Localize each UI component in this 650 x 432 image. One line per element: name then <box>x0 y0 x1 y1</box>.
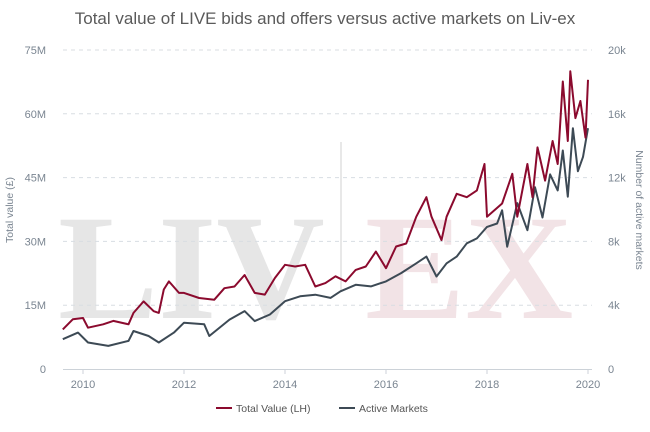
x-axis-ticks: 2010 2012 2014 2016 2018 2020 <box>71 369 600 391</box>
y-right-tick-label: 12k <box>608 173 626 185</box>
right-axis-ticks: 0 4k 8k 12k 16k 20k <box>608 45 626 376</box>
watermark-ex: EX <box>365 185 573 351</box>
series-line-active-markets <box>62 127 589 347</box>
left-axis-ticks: 0 15M 30M 45M 60M 75M <box>25 45 46 376</box>
y-left-tick-label: 75M <box>25 45 46 57</box>
y-right-tick-label: 16k <box>608 109 626 121</box>
y-right-tick-label: 4k <box>608 300 620 312</box>
y-left-tick-label: 60M <box>25 109 46 121</box>
legend: Total Value (LH) Active Markets <box>216 403 428 415</box>
legend-item-active-markets[interactable]: Active Markets <box>339 403 428 415</box>
series-lines <box>62 70 589 347</box>
y-right-tick-label: 8k <box>608 236 620 248</box>
legend-label-active-markets: Active Markets <box>359 403 428 415</box>
y-left-tick-label: 15M <box>25 300 46 312</box>
chart-title: Total value of LIVE bids and offers vers… <box>75 9 576 28</box>
y-left-tick-label: 30M <box>25 236 46 248</box>
y-left-tick-label: 0 <box>40 364 46 376</box>
watermark: LIV EX <box>58 142 573 351</box>
y-left-tick-label: 45M <box>25 173 46 185</box>
x-tick-label: 2010 <box>71 379 95 391</box>
left-axis-label: Total value (£) <box>4 177 16 243</box>
y-right-tick-label: 0 <box>608 364 614 376</box>
gridlines <box>63 49 592 306</box>
series-line-total-value <box>62 70 589 331</box>
watermark-divider <box>340 142 342 292</box>
legend-item-total-value[interactable]: Total Value (LH) <box>216 403 311 415</box>
x-tick-label: 2016 <box>374 379 398 391</box>
x-tick-label: 2014 <box>273 379 297 391</box>
x-tick-label: 2018 <box>475 379 499 391</box>
right-axis-label: Number of active markets <box>633 150 645 270</box>
y-right-tick-label: 20k <box>608 45 626 57</box>
x-tick-label: 2020 <box>576 379 600 391</box>
legend-label-total-value: Total Value (LH) <box>236 403 311 415</box>
x-tick-label: 2012 <box>172 379 196 391</box>
